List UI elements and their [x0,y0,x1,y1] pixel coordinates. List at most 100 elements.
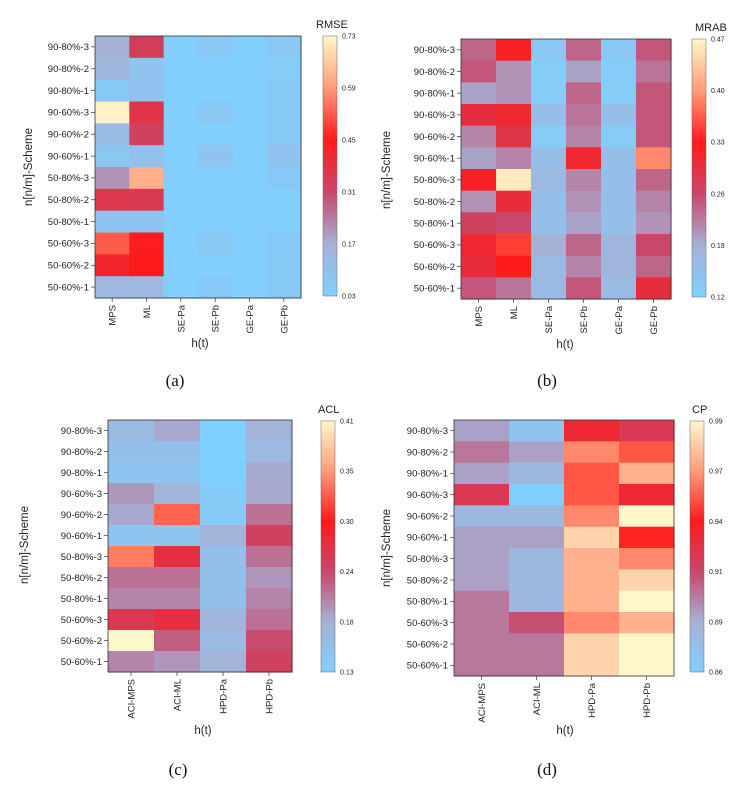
heatmap-cell [198,254,233,277]
x-tick-label: GE-Pa [245,304,256,333]
colorbar [689,420,705,673]
heatmap-cell [246,525,293,547]
colorbar-tick-label: 0.24 [340,569,354,576]
heatmap-cell [129,254,165,277]
heatmap-cell [564,548,620,570]
heatmap-cell [496,60,532,83]
y-tick-label: 50-80%-2 [407,575,448,586]
heatmap-cell [232,254,268,277]
heatmap-cell [636,60,672,83]
heatmap-cell [200,525,247,547]
heatmap-cell [198,57,233,81]
heatmap-cell [129,210,165,234]
y-tick-labels: 90-80%-3 90-80%-2 90-80%-1 90-60%-3 90-60%-2… [407,426,454,672]
heatmap-cell [566,104,602,127]
y-tick-label: 50-80%-1 [61,594,102,605]
y-tick-label: 90-60%-1 [407,533,448,544]
x-tick-labels: ACI-MPS ACI-ML HPD-Pa HPD-Pb [477,676,653,723]
heatmap-cell [108,462,155,484]
colorbar-tick-label: 0.99 [709,419,723,426]
heatmap-cell [108,609,155,631]
heatmap-cell [496,255,532,278]
heatmap-cell [564,505,620,528]
heatmap-cell [108,504,155,526]
heatmap-cell [619,526,675,549]
heatmap-cell [129,167,165,190]
y-tick-label: 90-80%-3 [48,42,89,53]
heatmap-cell [454,569,510,592]
heatmap-cell [266,276,302,299]
heatmap-cell [566,147,602,170]
heatmap-cell [566,190,602,213]
colorbar-tick-label: 0.31 [342,190,356,197]
plot-frame [107,419,293,673]
heatmap-cell [564,590,620,613]
y-tick-label: 90-60%-1 [48,151,89,162]
plot-frame [453,419,675,677]
heatmap-cell [619,590,675,613]
y-tick-label: 50-80%-3 [414,175,455,186]
heatmap-cell [154,504,201,526]
heatmap-cell [619,569,675,592]
heatmap-cell [461,125,497,148]
heatmap-cell [95,123,130,146]
y-tick-label: 90-60%-1 [61,531,102,542]
heatmap-cell [454,633,510,656]
heatmap-cell [496,82,532,105]
y-tick-label: 50-60%-1 [414,283,455,294]
heatmap-cell [566,277,602,300]
heatmap-cell [266,254,302,277]
heatmap-cell [198,232,233,255]
y-tick-label: 90-80%-3 [61,426,102,437]
heatmap-cell [198,101,233,124]
colorbar-tick-label: 0.35 [340,469,354,476]
heatmap-cell [200,483,247,505]
heatmap-cell [163,254,199,277]
y-tick-label: 90-60%-2 [414,132,455,143]
heatmap-panel-acl: ACL 90-80%-3 90-80%-2 90-80%-1 90-60%-3 90-6… [19,404,354,779]
heatmap-cell [95,145,130,168]
colorbar-tick-label: 0.73 [342,34,356,41]
heatmap-cell [636,190,672,213]
heatmap-cell [129,188,165,212]
heatmap-cell [95,57,130,81]
panel-label: (b) [537,371,557,390]
heatmap-cell [129,232,165,255]
y-tick-label: 90-60%-3 [48,108,89,119]
heatmap-cell [232,145,268,168]
heatmap-cell [601,125,637,148]
heatmap-cell [461,39,497,62]
heatmap-cell [566,212,602,235]
plot-frame [460,38,672,300]
x-tick-label: HPD-Pb [265,679,276,714]
heatmap-cell [454,441,510,464]
heatmap-cell [266,123,302,146]
y-tick-label: 50-80%-2 [61,573,102,584]
heatmap-cell [531,234,567,257]
heatmap-cell [95,232,130,255]
heatmap-cell [636,39,672,62]
heatmap-cell [461,234,497,257]
x-axis-label: h(t) [556,725,573,737]
heatmap-cell [509,526,565,549]
heatmap-cell [619,654,675,677]
heatmap-cell [129,79,165,103]
heatmap-cell [200,630,247,652]
heatmap-cell [198,210,233,234]
heatmap-cell [95,36,130,59]
heatmap-cell [531,60,567,83]
heatmap-cell [154,462,201,484]
heatmap-cell [531,104,567,127]
heatmap-cell [461,82,497,105]
heatmap-cell [531,190,567,213]
x-tick-label: HPD-Pa [587,682,598,718]
heatmap-cell [564,420,620,442]
heatmap-cell [129,145,165,168]
colorbar [320,420,336,673]
x-tick-label: HPD-Pb [642,683,653,718]
y-tick-label: 50-80%-3 [48,173,89,184]
heatmap-cell [129,57,165,81]
y-tick-label: 50-60%-3 [407,618,448,629]
x-tick-label: ML [509,306,520,319]
